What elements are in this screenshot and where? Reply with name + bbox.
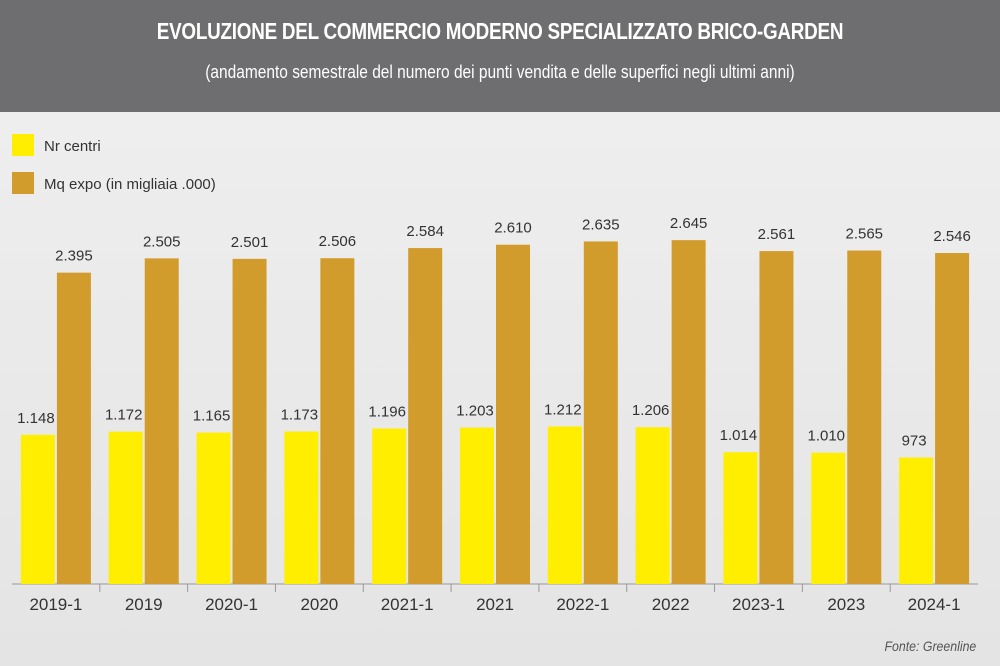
- bar-nr-centri-10: [811, 452, 846, 584]
- bar-mq-expo-1: [56, 272, 91, 584]
- bar-mq-expo-7: [583, 241, 618, 584]
- data-label-nr-centri-6: 1.203: [456, 403, 494, 420]
- x-tick-label-8: 2022: [652, 595, 690, 614]
- bar-nr-centri-5: [372, 428, 407, 584]
- x-tick-label-1: 2019-1: [29, 595, 82, 614]
- data-label-mq-expo-4: 2.506: [319, 233, 357, 250]
- bar-nr-centri-8: [635, 427, 670, 584]
- bar-nr-centri-11: [899, 457, 934, 584]
- data-label-mq-expo-8: 2.645: [670, 215, 708, 232]
- bar-mq-expo-9: [759, 251, 794, 584]
- x-tick-label-10: 2023: [827, 595, 865, 614]
- bar-nr-centri-4: [284, 431, 319, 584]
- data-label-nr-centri-8: 1.206: [632, 402, 670, 419]
- data-label-nr-centri-9: 1.014: [720, 427, 758, 444]
- bar-mq-expo-8: [671, 240, 706, 584]
- bar-nr-centri-7: [547, 426, 582, 584]
- bar-mq-expo-3: [232, 258, 267, 584]
- bar-chart: Nr centri Mq expo (in migliaia .000) 1.148…: [12, 134, 978, 614]
- data-label-nr-centri-7: 1.212: [544, 401, 582, 418]
- data-label-nr-centri-11: 973: [902, 433, 927, 450]
- chart-title: EVOLUZIONE DEL COMMERCIO MODERNO SPECIAL…: [156, 18, 844, 44]
- x-tick-label-2: 2019: [125, 595, 163, 614]
- data-label-nr-centri-3: 1.165: [193, 408, 231, 425]
- chart-header: EVOLUZIONE DEL COMMERCIO MODERNO SPECIAL…: [0, 0, 1000, 112]
- data-label-mq-expo-1: 2.395: [55, 248, 93, 265]
- bar-mq-expo-6: [496, 244, 530, 584]
- data-label-mq-expo-3: 2.501: [231, 234, 269, 251]
- legend-label-2: Mq expo (in migliaia .000): [44, 176, 216, 193]
- bar-nr-centri-6: [460, 427, 494, 584]
- legend-swatch-1: [12, 134, 34, 156]
- data-label-mq-expo-5: 2.584: [406, 223, 444, 240]
- chart-subtitle: (andamento semestrale del numero dei pun…: [205, 62, 795, 82]
- data-label-mq-expo-7: 2.635: [582, 216, 620, 233]
- data-label-nr-centri-1: 1.148: [17, 410, 55, 427]
- x-tick-label-6: 2021: [476, 595, 514, 614]
- bar-mq-expo-5: [408, 248, 443, 584]
- data-label-mq-expo-2: 2.505: [143, 233, 181, 250]
- data-label-nr-centri-5: 1.196: [368, 404, 406, 421]
- bar-nr-centri-9: [723, 452, 758, 584]
- bar-mq-expo-10: [847, 250, 882, 585]
- data-label-mq-expo-9: 2.561: [758, 226, 796, 243]
- bar-nr-centri-2: [108, 431, 143, 584]
- bar-nr-centri-1: [20, 434, 55, 584]
- data-label-nr-centri-4: 1.173: [281, 407, 319, 424]
- legend-swatch-2: [12, 172, 34, 194]
- source-note: Fonte: Greenline: [884, 638, 976, 654]
- data-label-mq-expo-10: 2.565: [845, 226, 883, 243]
- x-tick-label-9: 2023-1: [732, 595, 785, 614]
- bar-mq-expo-4: [320, 258, 355, 584]
- data-label-mq-expo-6: 2.610: [494, 220, 532, 237]
- x-tick-label-5: 2021-1: [381, 595, 434, 614]
- bar-nr-centri-3: [196, 432, 231, 584]
- data-label-nr-centri-10: 1.010: [807, 428, 845, 445]
- x-tick-label-11: 2024-1: [908, 595, 961, 614]
- x-tick-label-3: 2020-1: [205, 595, 258, 614]
- legend-label-1: Nr centri: [44, 138, 101, 155]
- chart-area: Nr centri Mq expo (in migliaia .000) 1.148…: [0, 112, 1000, 666]
- x-tick-label-7: 2022-1: [556, 595, 609, 614]
- data-label-mq-expo-11: 2.546: [933, 228, 971, 245]
- x-tick-label-4: 2020: [300, 595, 338, 614]
- bar-mq-expo-2: [144, 258, 179, 584]
- data-label-nr-centri-2: 1.172: [105, 407, 143, 424]
- bar-mq-expo-11: [935, 253, 970, 584]
